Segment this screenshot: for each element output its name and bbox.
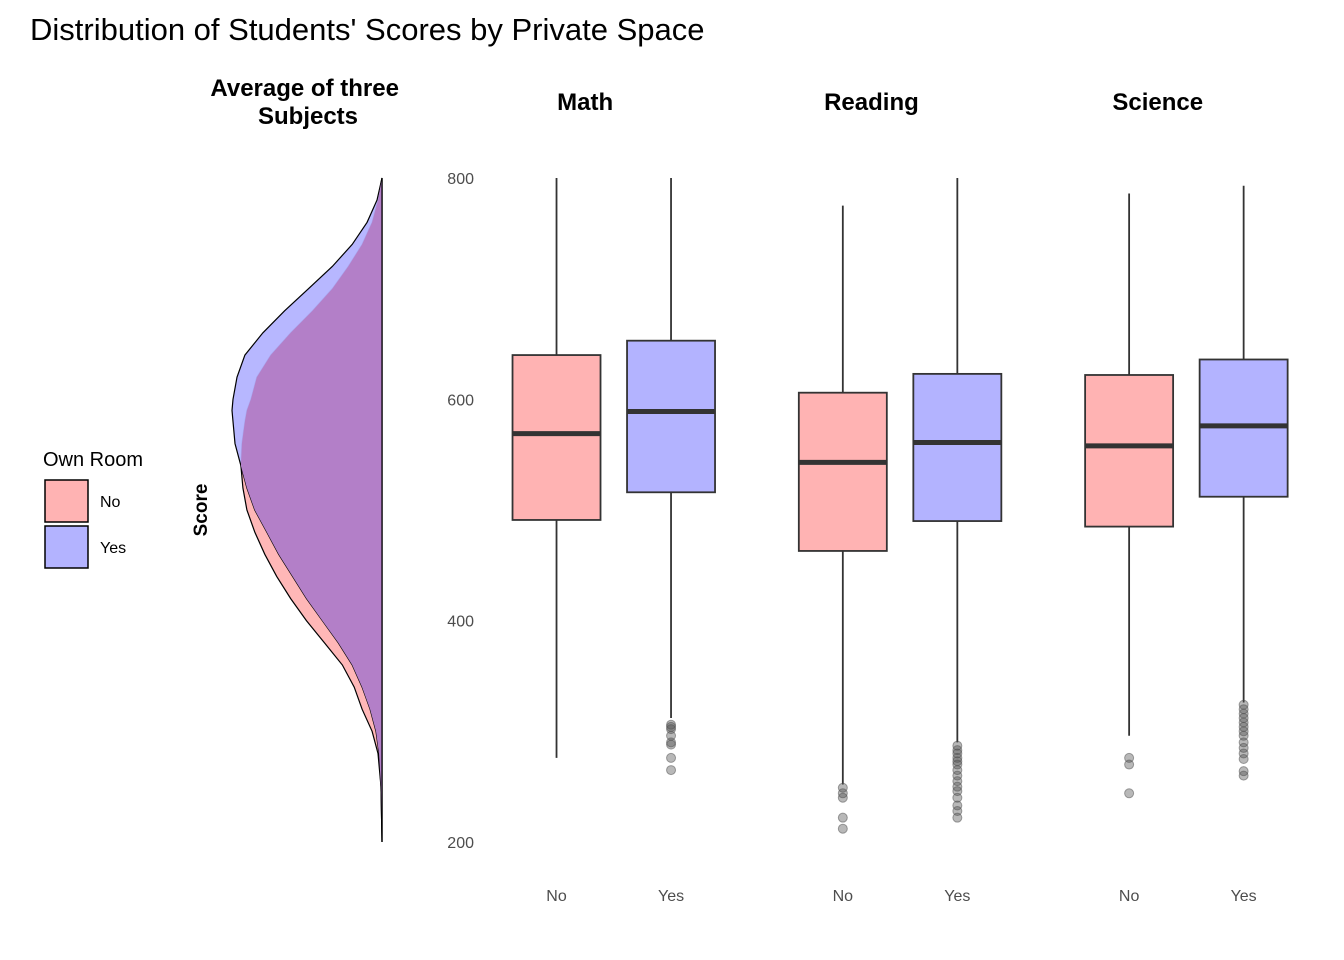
box-no: No [511,178,602,905]
legend-label-no: No [100,494,121,511]
outlier-point [952,770,963,781]
panel-math: Math No Yes [511,89,716,905]
box-yes: Yes [912,178,1003,905]
panel-reading: Reading No Yes [797,89,1003,905]
outlier-point [666,765,677,776]
box-iqr [797,391,888,552]
legend-label-yes: Yes [100,540,126,557]
box-no: No [1084,193,1175,905]
x-tick-label: Yes [658,888,684,905]
outlier-point [952,759,963,770]
box-iqr [912,372,1003,522]
density-panel-title-line2: Subjects [258,103,358,130]
panel-title: Science [1112,89,1203,116]
y-axis-label: Score [191,484,212,537]
x-tick-label: Yes [944,888,970,905]
panel-title: Reading [824,89,919,116]
x-tick-label: No [833,888,854,905]
density-panel-title: Average of three Subjects [210,75,405,130]
outlier-point [1124,788,1135,799]
outlier-point [1124,759,1135,770]
outlier-point [837,812,848,823]
outlier-point [952,776,963,787]
box-no: No [797,205,888,905]
outlier-point [666,752,677,763]
chart-title: Distribution of Students' Scores by Priv… [30,12,704,47]
outlier-point [1238,737,1249,748]
panel-title: Math [557,89,613,116]
outlier-point [952,765,963,776]
outlier-point [952,745,963,756]
density-area-overlap [240,178,382,842]
density-panel-title-line1: Average of three [210,75,399,102]
legend-key-no [44,479,89,523]
outlier-point [837,782,848,793]
outlier-point [952,800,963,811]
x-tick-label: Yes [1231,888,1257,905]
outlier-point [1238,742,1249,753]
legend-title: Own Room [43,449,143,471]
box-yes: Yes [626,178,716,905]
legend: Own Room No Yes [43,449,143,569]
panel-science: Science No Yes [1084,89,1289,905]
outlier-point [666,739,677,750]
y-tick-label: 600 [447,392,474,409]
outlier-point [1238,770,1249,781]
outlier-point [837,823,848,834]
box-iqr [626,339,716,494]
y-tick-label: 200 [447,835,474,852]
outlier-point [952,792,963,803]
box-iqr [511,354,602,521]
outlier-point [1238,748,1249,759]
outlier-point [952,812,963,823]
y-tick-label: 400 [447,614,474,631]
x-tick-label: No [1119,888,1140,905]
density-plot [231,177,383,843]
legend-key-yes [44,525,89,569]
y-tick-label: 800 [447,171,474,188]
box-yes: Yes [1198,185,1289,905]
outlier-point [1238,754,1249,764]
x-tick-label: No [546,888,567,905]
box-iqr [1084,374,1175,528]
outlier-point [837,792,848,803]
